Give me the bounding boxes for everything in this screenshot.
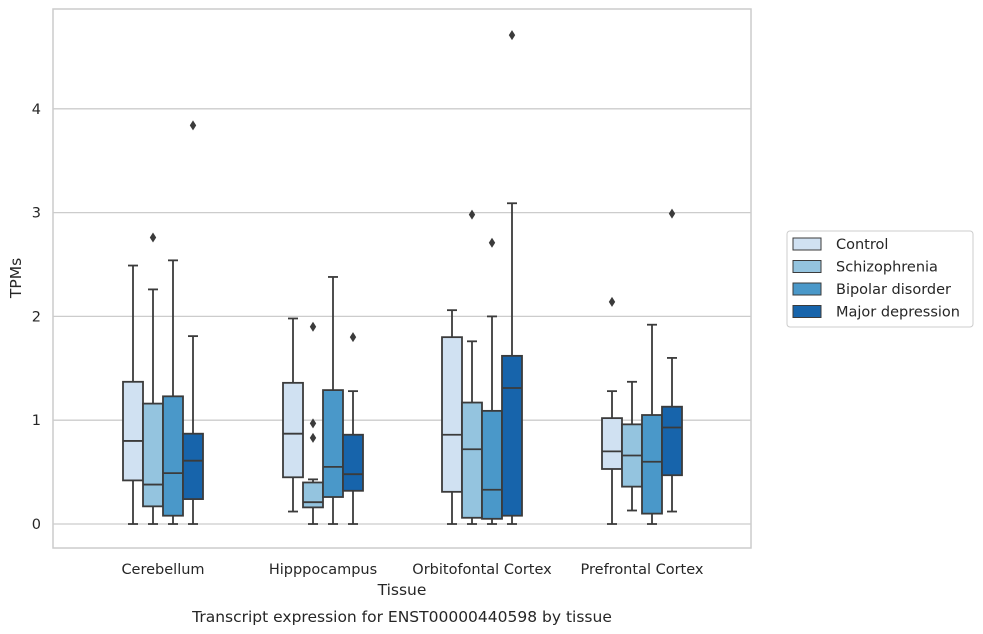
outlier-point [508,30,516,41]
outlier-point [349,332,357,343]
x-tick-label: Hipppocampus [269,562,377,578]
y-axis-title: TPMs [7,258,25,299]
outlier-point [189,120,197,131]
box-iqr [601,417,623,470]
box-1-3 [342,332,364,525]
outlier-point [309,418,317,429]
box-iqr [661,405,683,477]
plot-frame [52,8,752,549]
chart-title: Transcript expression for ENST0000044059… [191,608,612,626]
legend: Control Schizophrenia Bipolar disorder Majo… [786,230,974,328]
box-iqr [322,389,344,498]
x-tick-label: Prefrontal Cortex [581,562,704,578]
box-iqr [441,336,463,493]
box-iqr [461,401,483,519]
legend-swatch [792,260,822,273]
box-3-1 [621,380,643,512]
legend-swatch [792,305,822,318]
y-tick-label: 4 [32,102,41,118]
box-iqr [302,481,324,509]
box-plots [122,30,683,525]
legend-label: Bipolar disorder [836,282,951,298]
legend-swatch [792,282,822,296]
legend-label: Major depression [836,305,960,321]
legend-label: Control [836,237,888,253]
y-tick-label: 2 [32,309,41,325]
legend-frame [786,230,974,328]
box-iqr [501,354,523,517]
box-iqr [142,402,164,508]
x-tick-label: Cerebellum [121,562,204,578]
outlier-point [668,208,676,219]
y-tick-label: 3 [32,206,41,222]
box-iqr [122,380,144,482]
box-iqr [182,432,204,500]
x-axis-title: Tissue [377,581,427,599]
outlier-point [309,432,317,443]
outlier-point [309,321,317,332]
box-iqr [342,433,364,492]
box-1-0 [282,317,304,513]
box-3-0 [601,296,623,525]
y-tick-label: 0 [32,517,41,533]
box-iqr [641,414,663,515]
box-0-2 [162,259,184,525]
y-tick-label: 1 [32,413,41,429]
x-tick-label: Orbitofontal Cortex [412,562,552,578]
box-2-3 [501,30,523,525]
outlier-point [488,237,496,248]
outlier-point [468,209,476,220]
box-0-3 [182,120,204,525]
box-iqr [282,381,304,479]
box-iqr [162,395,184,517]
box-2-1 [461,209,483,525]
outlier-point [608,296,616,307]
box-iqr [481,409,503,520]
legend-label: Schizophrenia [836,260,938,276]
x-tick-labels: Cerebellum Hipppocampus Orbitofontal Corte… [121,562,703,578]
legend-swatch [792,237,822,251]
y-tick-labels: 0 1 2 3 4 [32,102,41,533]
box-0-0 [122,264,144,525]
outlier-point [149,232,157,243]
box-2-0 [441,309,463,525]
box-3-3 [661,208,683,513]
